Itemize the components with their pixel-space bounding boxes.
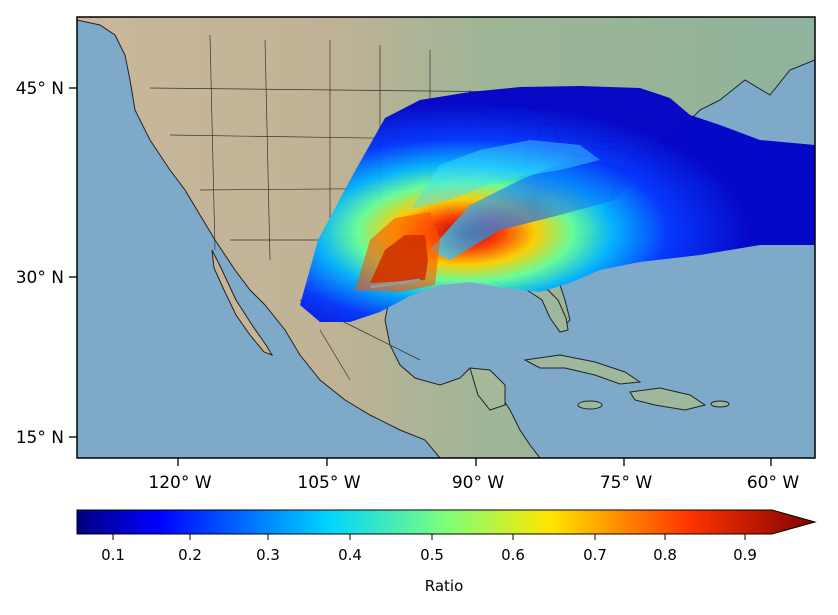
colorbar-bar xyxy=(76,509,817,535)
ratio-band-north xyxy=(410,140,600,210)
lon-label-60: 60° W xyxy=(747,473,800,493)
map-panel xyxy=(77,17,815,458)
map-frame xyxy=(76,16,816,459)
colorbar-tick-0-2: 0.2 xyxy=(178,546,202,564)
lon-label-105: 105° W xyxy=(297,473,360,493)
land-hispaniola xyxy=(629,387,707,411)
colorbar-tick-0-8: 0.8 xyxy=(653,546,677,564)
lon-label-75: 75° W xyxy=(600,473,653,493)
colorbar-tick-0-6: 0.6 xyxy=(501,546,525,564)
land-baja xyxy=(211,249,274,356)
ratio-band-east xyxy=(430,160,640,260)
lon-axis: 120° W 105° W 90° W 75° W 60° W xyxy=(148,458,799,493)
lat-label-30: 30° N xyxy=(16,268,64,288)
colorbar-tick-0-9: 0.9 xyxy=(733,546,757,564)
colorbar-title: Ratio xyxy=(425,577,464,595)
lon-label-90: 90° W xyxy=(452,473,505,493)
colorbar-ticks xyxy=(112,534,746,540)
source-line xyxy=(369,278,421,289)
land-yucatan xyxy=(469,367,506,411)
ratio-core-rim xyxy=(355,212,440,292)
land-cuba xyxy=(523,354,642,385)
ratio-field xyxy=(300,86,815,322)
colorbar-tick-0-7: 0.7 xyxy=(583,546,607,564)
lat-axis: 45° N 30° N 15° N xyxy=(16,79,77,448)
colorbar: 0.1 0.2 0.3 0.4 0.5 0.6 0.7 0.8 0.9 Rati… xyxy=(76,509,817,595)
land-jamaica xyxy=(577,400,603,410)
colorbar-tick-0-4: 0.4 xyxy=(338,546,362,564)
lat-label-45: 45° N xyxy=(16,79,64,99)
lon-label-120: 120° W xyxy=(148,473,211,493)
land-puerto-rico xyxy=(710,400,730,408)
colorbar-tick-0-5: 0.5 xyxy=(420,546,444,564)
lat-label-15: 15° N xyxy=(16,428,64,448)
land-florida xyxy=(519,284,569,333)
colorbar-tick-0-1: 0.1 xyxy=(101,546,125,564)
colorbar-tick-0-3: 0.3 xyxy=(256,546,280,564)
